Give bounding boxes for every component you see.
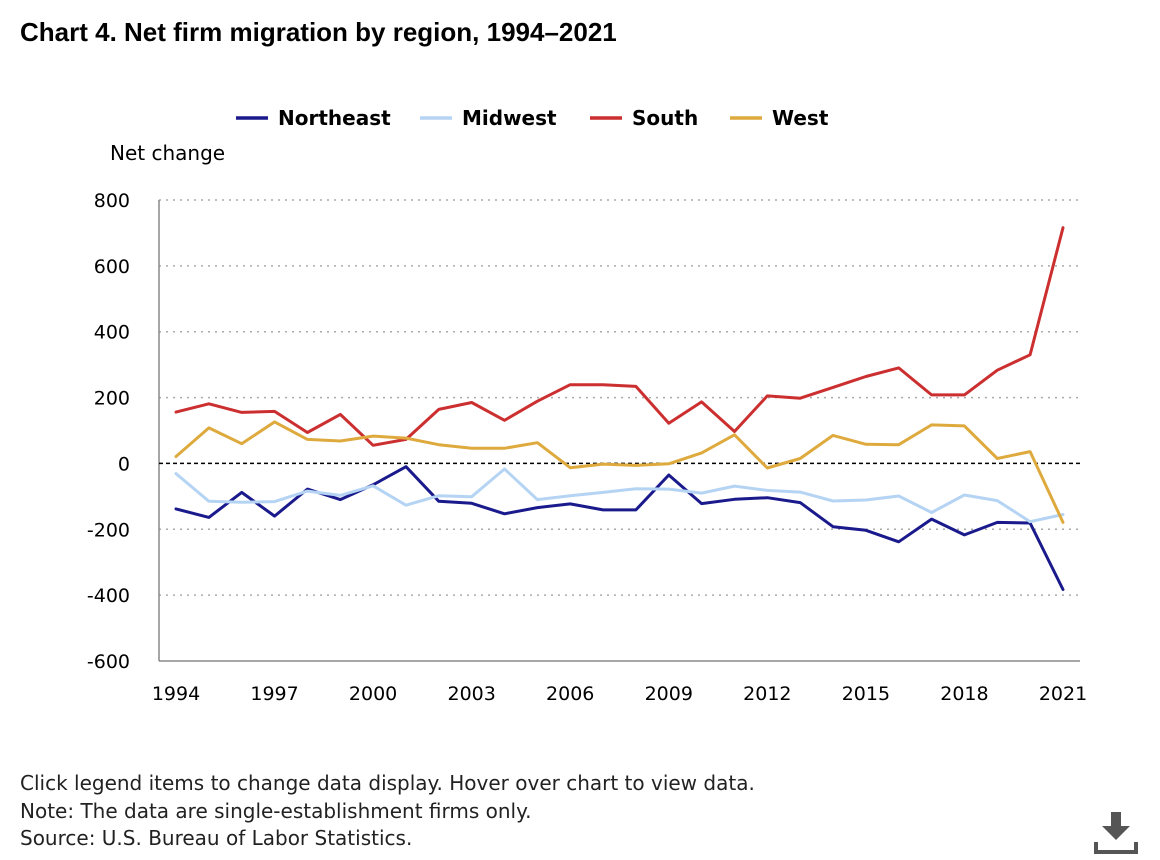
download-icon bbox=[1094, 812, 1138, 854]
instruction-text: Click legend items to change data displa… bbox=[20, 771, 755, 795]
y-tick-label: -400 bbox=[87, 585, 130, 607]
legend-label: Midwest bbox=[462, 106, 557, 130]
series-line-midwest[interactable] bbox=[174, 467, 1065, 524]
x-tick-label: 2006 bbox=[546, 683, 594, 705]
legend-label: South bbox=[632, 106, 698, 130]
legend-label: Northeast bbox=[278, 106, 391, 130]
gridlines bbox=[159, 199, 1080, 596]
chart-title: Chart 4. Net firm migration by region, 1… bbox=[20, 17, 617, 47]
chart-legend[interactable]: Northeast Midwest South West bbox=[236, 106, 829, 130]
legend-item-midwest[interactable]: Midwest bbox=[420, 106, 557, 130]
y-tick-label: 400 bbox=[94, 322, 130, 344]
y-tick-label: 0 bbox=[118, 453, 130, 475]
series-line-northeast[interactable] bbox=[174, 465, 1065, 591]
x-tick-label: 2003 bbox=[447, 683, 495, 705]
x-tick-label: 2000 bbox=[349, 683, 397, 705]
x-tick-label: 2018 bbox=[940, 683, 988, 705]
series-line-west[interactable] bbox=[174, 420, 1065, 524]
line-chart[interactable]: Northeast Midwest South West Net change -60… bbox=[0, 0, 1160, 760]
y-tick-label: 600 bbox=[94, 256, 130, 278]
x-tick-label: 2021 bbox=[1039, 683, 1087, 705]
y-tick-label: 200 bbox=[94, 388, 130, 410]
y-axis-label: Net change bbox=[110, 141, 225, 165]
legend-item-south[interactable]: South bbox=[590, 106, 698, 130]
x-tick-label: 2009 bbox=[645, 683, 693, 705]
download-button[interactable] bbox=[1090, 806, 1140, 856]
series-line-south[interactable] bbox=[174, 226, 1065, 447]
y-axis-ticks: -600 -400 -200 0 200 400 600 800 bbox=[87, 190, 130, 673]
x-axis-ticks: 1994 1997 2000 2003 2006 2009 2012 2015 2018 2021 bbox=[152, 683, 1087, 705]
y-tick-label: -600 bbox=[87, 651, 130, 673]
source-text: Source: U.S. Bureau of Labor Statistics. bbox=[20, 826, 413, 850]
legend-item-west[interactable]: West bbox=[730, 106, 829, 130]
x-tick-label: 1997 bbox=[250, 683, 298, 705]
y-tick-label: 800 bbox=[94, 190, 130, 212]
x-tick-label: 2015 bbox=[842, 683, 890, 705]
legend-item-northeast[interactable]: Northeast bbox=[236, 106, 391, 130]
y-tick-label: -200 bbox=[87, 519, 130, 541]
note-text: Note: The data are single-establishment … bbox=[20, 798, 532, 823]
legend-label: West bbox=[772, 106, 829, 130]
chart-notes: Click legend items to change data displa… bbox=[20, 770, 755, 853]
x-tick-label: 1994 bbox=[152, 683, 200, 705]
x-tick-label: 2012 bbox=[743, 683, 791, 705]
data-series[interactable] bbox=[174, 226, 1065, 591]
